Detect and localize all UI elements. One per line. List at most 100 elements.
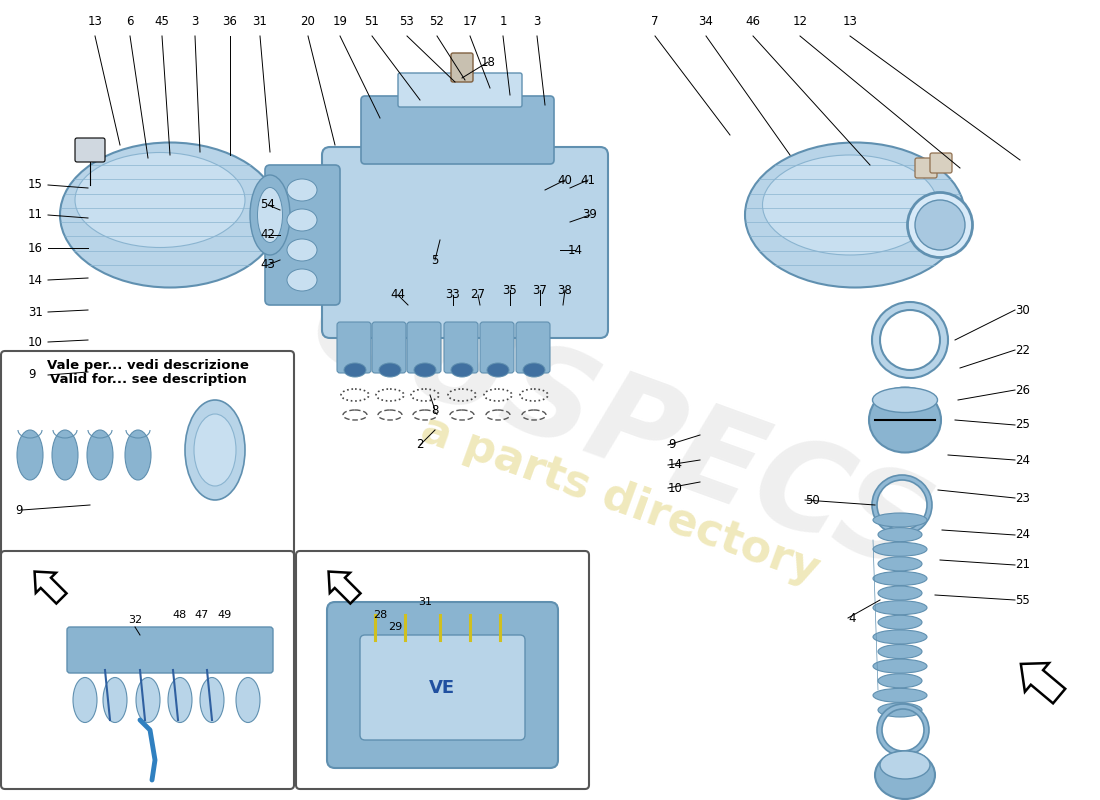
Text: 26: 26 <box>1015 383 1030 397</box>
FancyBboxPatch shape <box>930 153 952 173</box>
Ellipse shape <box>873 601 927 614</box>
Ellipse shape <box>236 678 260 722</box>
Ellipse shape <box>873 688 927 702</box>
Ellipse shape <box>878 557 922 571</box>
Text: 37: 37 <box>532 283 548 297</box>
Ellipse shape <box>869 387 940 453</box>
Ellipse shape <box>762 155 937 255</box>
Ellipse shape <box>878 528 922 542</box>
Ellipse shape <box>878 645 922 658</box>
FancyBboxPatch shape <box>296 551 588 789</box>
Text: 9: 9 <box>15 503 22 517</box>
FancyBboxPatch shape <box>1 351 294 559</box>
Text: 31: 31 <box>253 15 267 28</box>
FancyBboxPatch shape <box>361 96 554 164</box>
Text: 49: 49 <box>218 610 232 620</box>
Text: 10: 10 <box>668 482 683 494</box>
Ellipse shape <box>915 200 965 250</box>
Text: 51: 51 <box>364 15 380 28</box>
Text: 13: 13 <box>843 15 857 28</box>
Ellipse shape <box>878 586 922 600</box>
Text: 14: 14 <box>28 274 43 286</box>
Ellipse shape <box>874 751 935 799</box>
Text: 32: 32 <box>128 615 142 625</box>
Ellipse shape <box>52 430 78 480</box>
Text: a parts directory: a parts directory <box>415 408 825 592</box>
Ellipse shape <box>872 387 937 413</box>
Text: 24: 24 <box>1015 529 1030 542</box>
FancyArrow shape <box>34 571 66 603</box>
Text: 47: 47 <box>195 610 209 620</box>
Ellipse shape <box>878 703 922 717</box>
Text: 54: 54 <box>261 198 275 211</box>
Text: 31: 31 <box>418 597 432 607</box>
Ellipse shape <box>75 153 245 247</box>
Ellipse shape <box>185 400 245 500</box>
FancyBboxPatch shape <box>451 53 473 82</box>
FancyBboxPatch shape <box>398 73 522 107</box>
Ellipse shape <box>873 513 927 527</box>
Text: 14: 14 <box>668 458 683 471</box>
FancyArrow shape <box>1021 663 1065 703</box>
Text: 52: 52 <box>430 15 444 28</box>
FancyBboxPatch shape <box>322 147 608 338</box>
Ellipse shape <box>522 363 544 377</box>
Text: 25: 25 <box>1015 418 1030 431</box>
Text: 40: 40 <box>558 174 572 186</box>
FancyBboxPatch shape <box>407 322 441 373</box>
Ellipse shape <box>73 678 97 722</box>
Text: 19: 19 <box>332 15 348 28</box>
Ellipse shape <box>873 571 927 586</box>
Text: 36: 36 <box>222 15 238 28</box>
Text: 1: 1 <box>499 15 507 28</box>
FancyBboxPatch shape <box>480 322 514 373</box>
Text: 9: 9 <box>668 438 675 451</box>
Text: 34: 34 <box>698 15 714 28</box>
Ellipse shape <box>103 678 127 722</box>
Text: 23: 23 <box>1015 491 1030 505</box>
Ellipse shape <box>379 363 401 377</box>
Text: 43: 43 <box>261 258 275 271</box>
Text: 28: 28 <box>373 610 387 620</box>
FancyBboxPatch shape <box>337 322 371 373</box>
FancyBboxPatch shape <box>67 627 273 673</box>
Text: 55: 55 <box>1015 594 1030 606</box>
FancyBboxPatch shape <box>444 322 478 373</box>
Text: VE: VE <box>429 679 455 697</box>
Text: 18: 18 <box>481 55 495 69</box>
Ellipse shape <box>16 430 43 480</box>
Ellipse shape <box>200 678 224 722</box>
Ellipse shape <box>880 751 929 779</box>
Ellipse shape <box>878 674 922 688</box>
Text: 24: 24 <box>1015 454 1030 466</box>
Text: 2: 2 <box>416 438 424 451</box>
Ellipse shape <box>908 193 972 258</box>
Text: 39: 39 <box>583 209 597 222</box>
Ellipse shape <box>194 414 236 486</box>
Text: 16: 16 <box>28 242 43 254</box>
Text: 53: 53 <box>399 15 415 28</box>
Text: 29: 29 <box>388 622 403 632</box>
Text: 45: 45 <box>155 15 169 28</box>
Text: 9: 9 <box>28 369 35 382</box>
Ellipse shape <box>136 678 160 722</box>
Text: 14: 14 <box>568 243 583 257</box>
Text: 12: 12 <box>792 15 807 28</box>
Text: 17: 17 <box>462 15 477 28</box>
Ellipse shape <box>873 659 927 673</box>
FancyBboxPatch shape <box>915 158 937 178</box>
FancyBboxPatch shape <box>516 322 550 373</box>
Ellipse shape <box>414 363 436 377</box>
Text: 38: 38 <box>558 283 572 297</box>
FancyBboxPatch shape <box>372 322 406 373</box>
Text: GUSPECS: GUSPECS <box>295 262 945 598</box>
Text: 7: 7 <box>651 15 659 28</box>
Ellipse shape <box>873 630 927 644</box>
FancyBboxPatch shape <box>1 551 294 789</box>
Ellipse shape <box>451 363 473 377</box>
Ellipse shape <box>250 175 290 255</box>
Text: 15: 15 <box>28 178 43 191</box>
Ellipse shape <box>287 179 317 201</box>
Text: Valid for... see description: Valid for... see description <box>50 374 246 386</box>
Text: 31: 31 <box>28 306 43 318</box>
